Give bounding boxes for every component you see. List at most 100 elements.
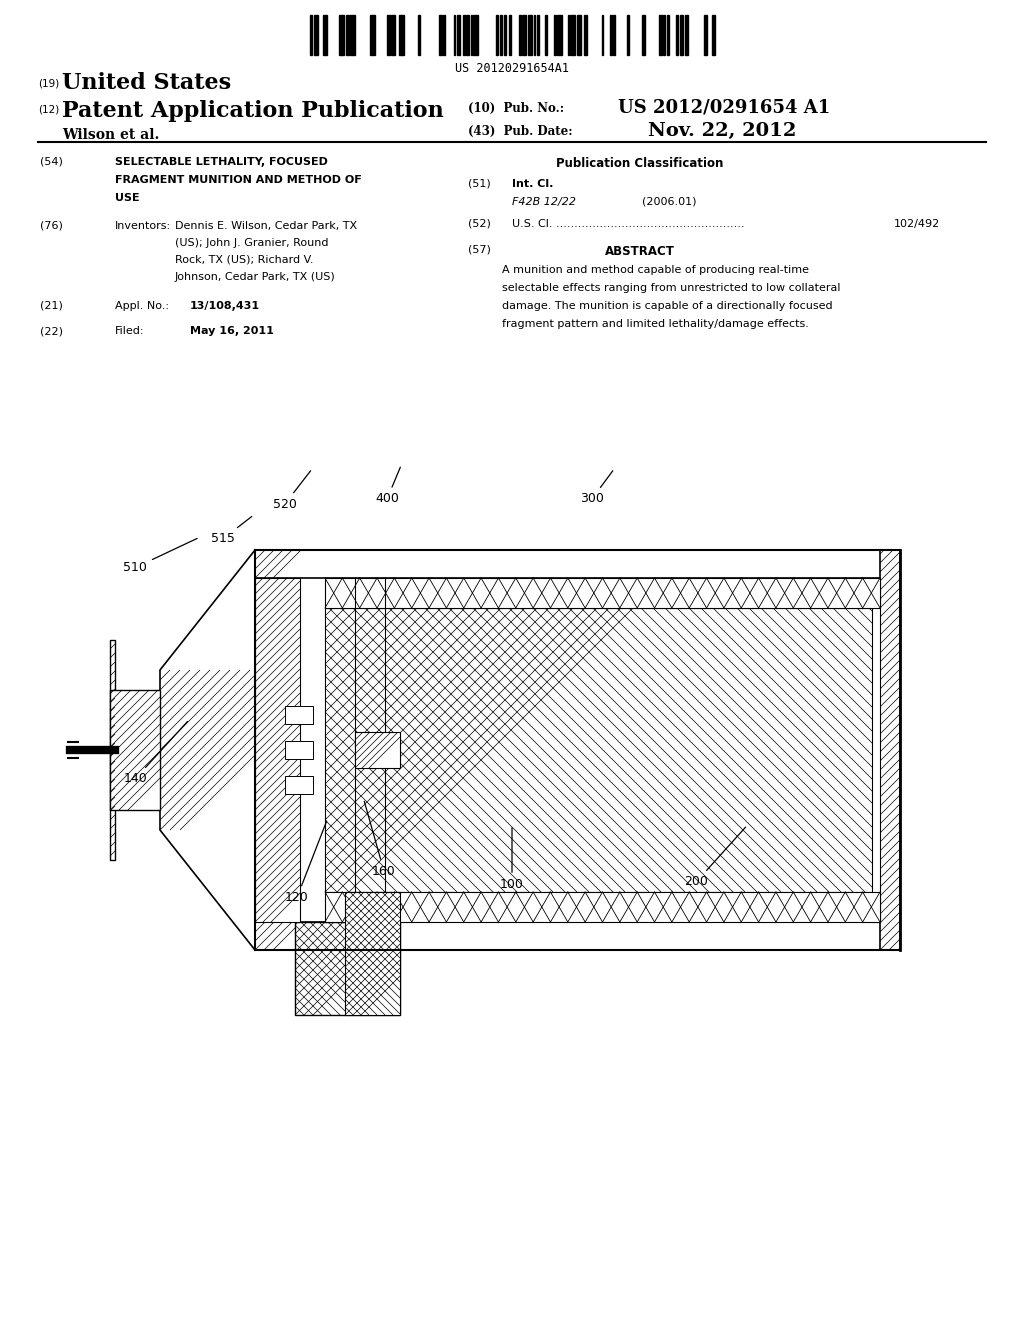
Bar <box>509 15 511 55</box>
Bar <box>880 550 900 950</box>
Bar <box>463 15 465 55</box>
Bar <box>285 741 313 759</box>
Text: May 16, 2011: May 16, 2011 <box>190 326 273 337</box>
Text: (57): (57) <box>468 246 490 255</box>
Text: United States: United States <box>62 73 231 94</box>
Bar <box>310 15 312 55</box>
Bar <box>610 15 612 55</box>
Text: US 2012/0291654 A1: US 2012/0291654 A1 <box>618 98 830 116</box>
Bar <box>255 550 900 578</box>
Bar <box>325 609 880 892</box>
Bar <box>667 15 669 55</box>
Bar <box>325 578 880 609</box>
Bar <box>642 15 645 55</box>
Bar <box>443 15 445 55</box>
Text: F42B 12/22: F42B 12/22 <box>512 197 575 207</box>
Bar <box>496 15 498 55</box>
Bar <box>500 15 502 55</box>
Text: 120: 120 <box>285 821 327 904</box>
Text: fragment pattern and limited lethality/damage effects.: fragment pattern and limited lethality/d… <box>502 319 809 329</box>
Bar <box>439 15 442 55</box>
Bar <box>705 15 707 55</box>
Bar <box>110 640 115 861</box>
Bar <box>255 921 900 950</box>
Bar <box>627 15 629 55</box>
Bar <box>663 15 665 55</box>
Bar <box>504 15 506 55</box>
Polygon shape <box>160 550 255 950</box>
Text: (22): (22) <box>40 326 63 337</box>
Text: 510: 510 <box>123 539 198 574</box>
Bar <box>418 15 420 55</box>
Bar <box>110 690 160 810</box>
Text: ABSTRACT: ABSTRACT <box>605 246 675 257</box>
Bar <box>370 15 375 55</box>
Bar <box>345 892 400 1015</box>
Text: (43)  Pub. Date:: (43) Pub. Date: <box>468 125 572 139</box>
Text: 140: 140 <box>123 722 187 785</box>
Bar <box>387 15 390 55</box>
Bar <box>557 15 562 55</box>
Bar <box>545 15 547 55</box>
Bar <box>577 15 581 55</box>
Text: 100: 100 <box>500 828 524 891</box>
Bar <box>570 15 575 55</box>
Bar <box>399 15 404 55</box>
Text: Int. Cl.: Int. Cl. <box>512 180 553 189</box>
Text: (21): (21) <box>40 301 62 312</box>
Bar <box>285 776 313 795</box>
Text: selectable effects ranging from unrestricted to low collateral: selectable effects ranging from unrestri… <box>502 282 841 293</box>
Text: (54): (54) <box>40 157 62 168</box>
Text: (52): (52) <box>468 219 490 228</box>
Bar <box>255 578 300 921</box>
Bar <box>685 15 688 55</box>
Bar <box>712 15 715 55</box>
Bar <box>872 578 880 921</box>
Bar <box>314 15 318 55</box>
Bar <box>659 15 662 55</box>
Bar <box>323 15 327 55</box>
Text: (US); John J. Granier, Round: (US); John J. Granier, Round <box>175 238 329 248</box>
Bar <box>473 15 478 55</box>
Bar <box>554 15 556 55</box>
Text: (76): (76) <box>40 220 62 231</box>
Text: USE: USE <box>115 193 139 203</box>
Bar <box>350 15 355 55</box>
Bar <box>325 892 880 921</box>
Text: Wilson et al.: Wilson et al. <box>62 128 160 143</box>
Text: 515: 515 <box>211 516 252 545</box>
Text: 520: 520 <box>272 471 310 511</box>
Text: Patent Application Publication: Patent Application Publication <box>62 100 443 121</box>
Bar <box>346 15 349 55</box>
Bar <box>522 15 526 55</box>
Text: 13/108,431: 13/108,431 <box>190 301 260 312</box>
Text: Publication Classification: Publication Classification <box>556 157 724 170</box>
Text: 102/492: 102/492 <box>894 219 940 228</box>
Text: Rock, TX (US); Richard V.: Rock, TX (US); Richard V. <box>175 255 313 265</box>
Text: Nov. 22, 2012: Nov. 22, 2012 <box>648 121 797 140</box>
Text: (10)  Pub. No.:: (10) Pub. No.: <box>468 102 564 115</box>
Text: Dennis E. Wilson, Cedar Park, TX: Dennis E. Wilson, Cedar Park, TX <box>175 220 357 231</box>
Bar <box>466 15 469 55</box>
Text: damage. The munition is capable of a directionally focused: damage. The munition is capable of a dir… <box>502 301 833 312</box>
Text: US 20120291654A1: US 20120291654A1 <box>455 62 569 75</box>
Text: FRAGMENT MUNITION AND METHOD OF: FRAGMENT MUNITION AND METHOD OF <box>115 176 361 185</box>
Text: (19): (19) <box>38 78 59 88</box>
Bar <box>680 15 683 55</box>
Bar <box>339 15 344 55</box>
Text: 200: 200 <box>684 828 745 888</box>
Bar <box>457 15 460 55</box>
Text: 400: 400 <box>375 467 400 506</box>
Bar <box>285 706 313 723</box>
Bar <box>295 921 400 1015</box>
Bar <box>584 15 587 55</box>
Text: Johnson, Cedar Park, TX (US): Johnson, Cedar Park, TX (US) <box>175 272 336 282</box>
Bar <box>537 15 539 55</box>
Text: Filed:: Filed: <box>115 326 144 337</box>
Text: (2006.01): (2006.01) <box>642 197 696 207</box>
Text: (12): (12) <box>38 106 59 115</box>
Text: U.S. Cl. ....................................................: U.S. Cl. ...............................… <box>512 219 744 228</box>
Text: (51): (51) <box>468 180 490 189</box>
Text: 300: 300 <box>580 471 612 506</box>
Bar <box>519 15 521 55</box>
